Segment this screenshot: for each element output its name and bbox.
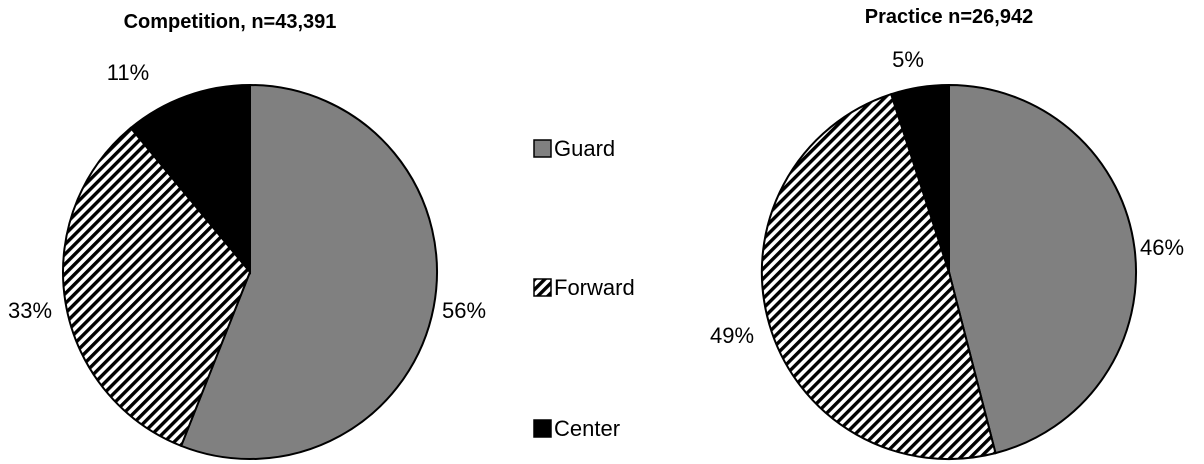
- pie-labels-competition: 56% 33% 11%: [8, 60, 486, 323]
- pie-slice-center: [129, 83, 251, 275]
- legend-label-guard: Guard: [554, 136, 615, 161]
- pie-slice-forward: [760, 92, 997, 461]
- legend-swatch-forward: [533, 278, 552, 297]
- pie-slice-forward: [62, 126, 252, 448]
- legend: Guard Forward Center: [533, 136, 635, 441]
- pie-slice-center: [889, 83, 950, 273]
- data-label-center: 11%: [107, 60, 149, 85]
- pie-labels-practice: 46% 49% 5%: [710, 47, 1184, 348]
- legend-item-center: Center: [533, 416, 620, 441]
- data-label-guard: 56%: [442, 298, 486, 323]
- legend-label-center: Center: [554, 416, 620, 441]
- data-label-center: 5%: [892, 47, 924, 72]
- legend-item-guard: Guard: [533, 136, 615, 161]
- pie-chart-practice: Practice n=26,942 46% 49% 5%: [710, 6, 1184, 461]
- pie-slices-competition: [62, 83, 438, 460]
- legend-label-forward: Forward: [554, 275, 635, 300]
- pie-slice-guard: [179, 83, 438, 460]
- data-label-forward: 33%: [8, 298, 52, 323]
- legend-item-forward: Forward: [533, 275, 635, 300]
- pie-chart-competition: Competition, n=43,391 56% 33% 11%: [8, 11, 486, 460]
- legend-swatch-center: [533, 419, 552, 438]
- data-label-forward: 49%: [710, 323, 754, 348]
- pie-slice-guard: [948, 83, 1138, 455]
- pie-slices-practice: [760, 83, 1138, 461]
- data-label-guard: 46%: [1140, 235, 1184, 260]
- chart-title-practice: Practice n=26,942: [865, 6, 1033, 28]
- legend-swatch-guard: [533, 139, 552, 158]
- chart-title-competition: Competition, n=43,391: [124, 11, 337, 33]
